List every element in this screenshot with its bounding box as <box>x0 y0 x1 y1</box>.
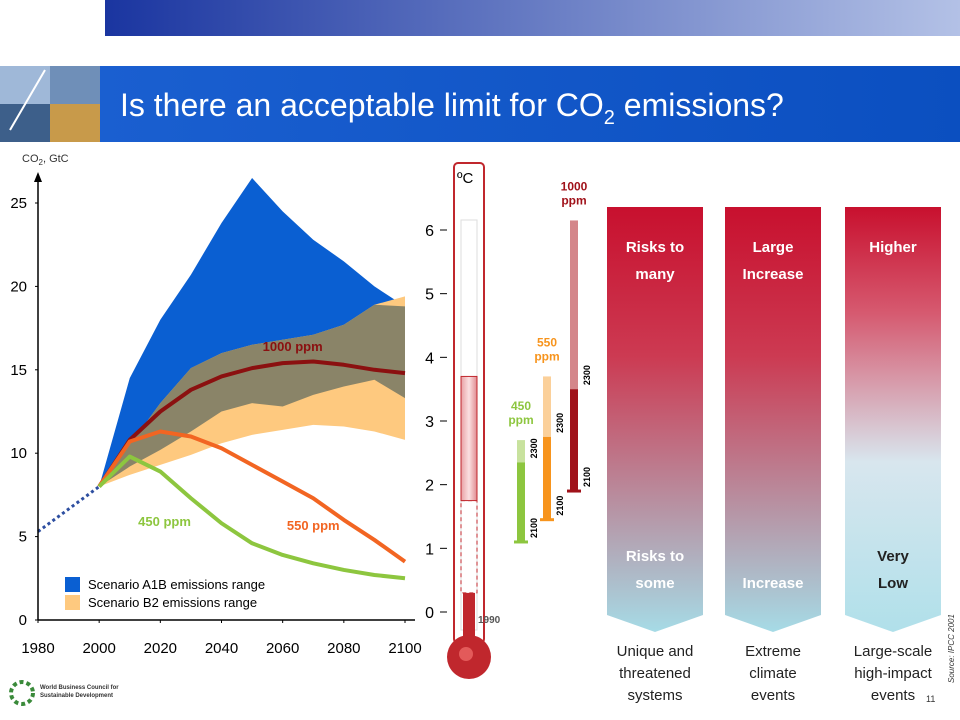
risk-caption: Unique and <box>617 643 694 660</box>
risk-top: many <box>635 266 675 283</box>
photo-strip <box>0 66 100 142</box>
risk-caption: high-impact <box>854 665 932 682</box>
risk-top: Large <box>753 239 794 256</box>
range-2300 <box>517 440 525 463</box>
y-tick-label: 20 <box>10 278 27 295</box>
x-tick-label: 2080 <box>327 640 360 657</box>
legend-label: Scenario A1B emissions range <box>88 577 265 592</box>
thermometer-base <box>463 592 475 640</box>
period-label: 2300 <box>529 438 539 458</box>
risk-top: Increase <box>743 266 804 283</box>
baseline-label: 1990 <box>478 615 501 626</box>
logo: World Business Council for Sustainable D… <box>9 680 119 706</box>
line-label: 1000 ppm <box>263 339 323 354</box>
risk-column <box>845 207 941 632</box>
concentration-label: ppm <box>534 349 559 363</box>
legend-swatch <box>65 595 80 610</box>
concentration-label: ppm <box>561 193 586 207</box>
logo-text: Sustainable Development <box>40 693 113 699</box>
range-2300 <box>570 220 578 390</box>
y-tick-label: 5 <box>19 529 27 546</box>
risk-bottom: Very <box>877 548 909 565</box>
legend-label: Scenario B2 emissions range <box>88 595 257 610</box>
logo-text: World Business Council for <box>40 685 119 691</box>
concentration-label: 1000 <box>561 179 588 193</box>
y-axis-arrow <box>34 172 42 182</box>
legend-swatch <box>65 577 80 592</box>
title: Is there an acceptable limit for CO2 emi… <box>120 87 784 129</box>
y-tick-label: 3 <box>425 414 434 431</box>
risk-caption: threatened <box>619 665 691 682</box>
concentration-label: ppm <box>508 413 533 427</box>
y-tick-label: 25 <box>10 195 27 212</box>
line-label: 550 ppm <box>287 518 340 533</box>
risk-caption: Large-scale <box>854 643 932 660</box>
source: Source: IPCC 2001 <box>947 614 956 683</box>
x-tick-label: 1980 <box>21 640 54 657</box>
range-2100 <box>517 462 525 542</box>
risk-top: Higher <box>869 239 917 256</box>
bulb-shine <box>459 647 473 661</box>
x-tick-label: 2000 <box>82 640 115 657</box>
y-tick-label: 5 <box>425 287 434 304</box>
y-tick-label: 2 <box>425 478 434 495</box>
range-2100 <box>543 436 551 520</box>
y-axis-label: CO2, GtC <box>22 153 69 167</box>
risk-caption: Extreme <box>745 643 801 660</box>
axis-unit: ºC <box>457 170 473 187</box>
label-part: CO <box>22 153 39 165</box>
risk-column <box>607 207 703 632</box>
range-2300 <box>543 376 551 437</box>
label-part: , GtC <box>43 153 69 165</box>
risk-bottom: Risks to <box>626 548 684 565</box>
label-part: 2 <box>39 158 44 167</box>
line-label: 450 ppm <box>138 514 191 529</box>
x-tick-label: 2040 <box>205 640 238 657</box>
risk-bottom: Low <box>878 575 908 592</box>
overlap-area <box>99 304 406 487</box>
y-tick-label: 4 <box>425 350 434 367</box>
risk-bottom: some <box>635 575 674 592</box>
risk-top: Risks to <box>626 239 684 256</box>
y-tick-label: 6 <box>425 223 434 240</box>
scenario-line <box>97 454 406 581</box>
concentration-label: 450 <box>511 399 531 413</box>
y-tick-label: 15 <box>10 362 27 379</box>
period-label: 2300 <box>582 365 592 385</box>
x-tick-label: 2020 <box>144 640 177 657</box>
y-tick-label: 10 <box>10 445 27 462</box>
risk-caption: systems <box>627 687 682 704</box>
history-line <box>37 485 101 533</box>
risk-bottom: Increase <box>743 575 804 592</box>
y-tick-label: 0 <box>425 605 434 622</box>
period-label: 2100 <box>582 467 592 487</box>
risk-caption: events <box>751 687 795 704</box>
scenario-line <box>97 359 406 488</box>
page-number: 11 <box>926 694 935 704</box>
period-label: 2100 <box>529 518 539 538</box>
top-banner <box>105 0 960 36</box>
y-tick-label: 0 <box>19 612 27 629</box>
risk-caption: climate <box>749 665 797 682</box>
scenario-line <box>97 429 407 564</box>
x-tick-label: 2060 <box>266 640 299 657</box>
period-label: 2300 <box>555 413 565 433</box>
concentration-label: 550 <box>537 335 557 349</box>
range-2100 <box>570 389 578 492</box>
period-label: 2100 <box>555 496 565 516</box>
risk-caption: events <box>871 687 915 704</box>
thermometer-range <box>460 375 478 502</box>
risk-column <box>725 207 821 632</box>
title-bar <box>100 66 960 142</box>
x-tick-label: 2100 <box>388 640 421 657</box>
y-tick-label: 1 <box>425 541 434 558</box>
